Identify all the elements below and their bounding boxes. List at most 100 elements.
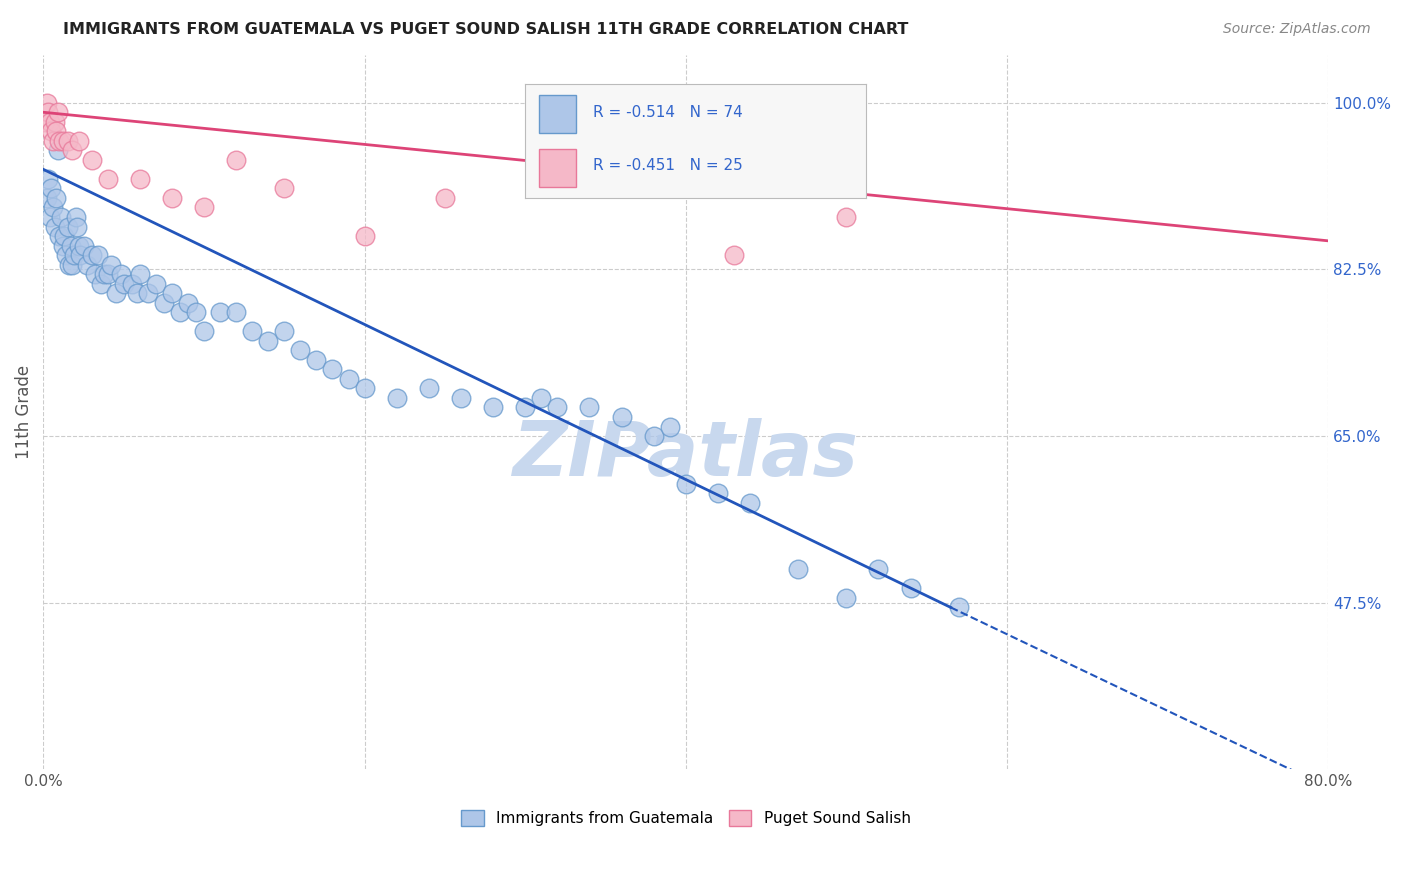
Point — [337, 372, 360, 386]
Point — [193, 201, 215, 215]
Point — [93, 267, 115, 281]
Point — [48, 134, 70, 148]
Point — [65, 210, 87, 224]
Point — [160, 286, 183, 301]
Point — [97, 172, 120, 186]
Point — [433, 191, 456, 205]
Point — [225, 305, 247, 319]
Y-axis label: 11th Grade: 11th Grade — [15, 365, 32, 459]
Point — [35, 191, 58, 205]
Point — [42, 201, 65, 215]
Point — [675, 476, 697, 491]
Point — [273, 181, 295, 195]
Point — [34, 115, 56, 129]
Point — [44, 115, 66, 129]
Point — [80, 153, 103, 167]
Point — [59, 238, 82, 252]
Point — [835, 591, 858, 605]
Point — [723, 248, 745, 262]
Point — [353, 381, 375, 395]
Point — [37, 172, 59, 186]
Point — [257, 334, 280, 348]
Point — [240, 324, 263, 338]
Point — [193, 324, 215, 338]
Point — [546, 401, 568, 415]
Point — [136, 286, 159, 301]
Point — [104, 286, 127, 301]
Point — [67, 238, 90, 252]
Point — [169, 305, 191, 319]
Point — [177, 295, 200, 310]
Point — [53, 229, 76, 244]
Point — [273, 324, 295, 338]
Point — [450, 391, 472, 405]
Point — [868, 562, 890, 576]
Point — [46, 105, 69, 120]
Point — [41, 124, 63, 138]
Point — [55, 248, 77, 262]
Point — [35, 95, 58, 110]
Point — [110, 267, 132, 281]
Point — [41, 181, 63, 195]
Point — [515, 401, 537, 415]
Point — [835, 210, 858, 224]
Legend: Immigrants from Guatemala, Puget Sound Salish: Immigrants from Guatemala, Puget Sound S… — [461, 810, 911, 826]
Text: ZIPatlas: ZIPatlas — [513, 418, 859, 492]
Point — [80, 248, 103, 262]
Point — [66, 219, 89, 234]
Point — [125, 286, 148, 301]
Point — [209, 305, 232, 319]
Point — [52, 238, 75, 252]
Point — [530, 391, 553, 405]
Point — [225, 153, 247, 167]
Point — [787, 562, 810, 576]
Point — [60, 258, 83, 272]
Point — [948, 600, 970, 615]
Point — [49, 210, 72, 224]
Text: IMMIGRANTS FROM GUATEMALA VS PUGET SOUND SALISH 11TH GRADE CORRELATION CHART: IMMIGRANTS FROM GUATEMALA VS PUGET SOUND… — [63, 22, 908, 37]
Point — [58, 258, 80, 272]
Point — [112, 277, 135, 291]
Point — [45, 191, 67, 205]
Point — [67, 134, 90, 148]
Point — [44, 219, 66, 234]
Point — [128, 172, 150, 186]
Point — [153, 295, 176, 310]
Point — [63, 248, 86, 262]
Point — [353, 229, 375, 244]
Point — [900, 582, 922, 596]
Point — [121, 277, 143, 291]
Point — [72, 238, 94, 252]
Point — [37, 105, 59, 120]
Point — [707, 486, 730, 500]
Point — [145, 277, 167, 291]
Point — [38, 210, 60, 224]
Point — [610, 409, 633, 424]
Point — [128, 267, 150, 281]
Point — [385, 391, 408, 405]
Point — [643, 429, 665, 443]
Point — [60, 144, 83, 158]
Point — [76, 258, 98, 272]
Point — [97, 267, 120, 281]
Point — [160, 191, 183, 205]
Point — [52, 134, 75, 148]
Point — [100, 258, 122, 272]
Point — [90, 277, 112, 291]
Point — [48, 229, 70, 244]
Point — [184, 305, 207, 319]
Point — [42, 134, 65, 148]
Point — [46, 144, 69, 158]
Point — [418, 381, 440, 395]
Point — [321, 362, 343, 376]
Point — [658, 419, 681, 434]
Point — [87, 248, 110, 262]
Point — [69, 248, 91, 262]
Point — [38, 115, 60, 129]
Point — [290, 343, 312, 358]
Point — [305, 352, 328, 367]
Point — [83, 267, 105, 281]
Text: Source: ZipAtlas.com: Source: ZipAtlas.com — [1223, 22, 1371, 37]
Point — [482, 401, 505, 415]
Point — [56, 134, 79, 148]
